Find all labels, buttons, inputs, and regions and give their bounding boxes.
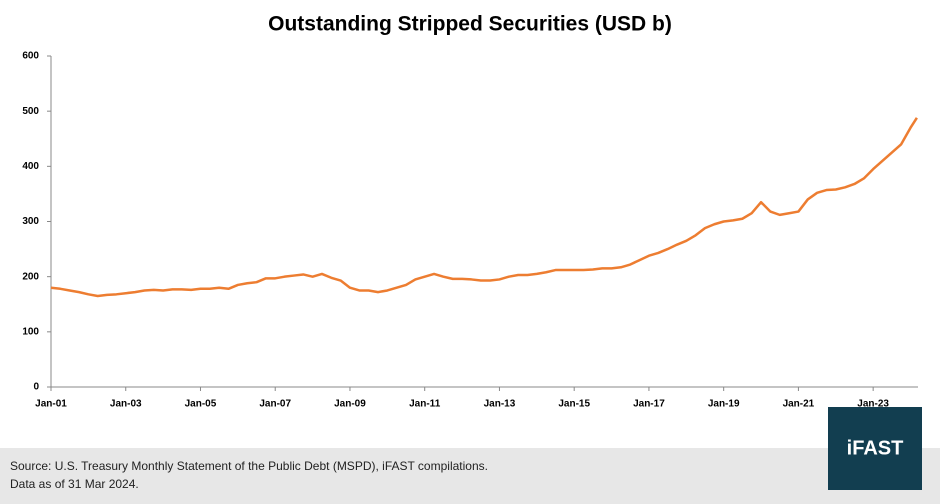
x-tick-label: Jan-09: [334, 399, 366, 410]
x-tick-label: Jan-07: [259, 399, 291, 410]
chart-title: Outstanding Stripped Securities (USD b): [268, 13, 672, 36]
y-tick-label: 600: [22, 51, 39, 62]
x-tick-label: Jan-01: [35, 399, 67, 410]
x-tick-label: Jan-19: [708, 399, 740, 410]
logo: iFAST: [847, 437, 904, 459]
x-tick-label: Jan-17: [633, 399, 665, 410]
x-tick-label: Jan-13: [484, 399, 516, 410]
y-tick-label: 100: [22, 326, 39, 337]
x-tick-label: Jan-03: [110, 399, 142, 410]
logo-box: [828, 407, 922, 490]
x-tick-label: Jan-11: [409, 399, 441, 410]
x-tick-label: Jan-21: [783, 399, 815, 410]
y-tick-label: 0: [33, 382, 39, 393]
x-tick-label: Jan-15: [558, 399, 590, 410]
y-tick-label: 300: [22, 216, 39, 227]
y-tick-label: 400: [22, 161, 39, 172]
x-tick-label: Jan-05: [185, 399, 217, 410]
y-tick-label: 500: [22, 106, 39, 117]
x-tick-label: Jan-23: [857, 399, 889, 410]
y-tick-label: 200: [22, 271, 39, 282]
footer-source: Source: U.S. Treasury Monthly Statement …: [10, 459, 488, 473]
footer-date: Data as of 31 Mar 2024.: [10, 477, 139, 491]
series-line: [50, 117, 918, 298]
footer-band: [0, 448, 940, 504]
